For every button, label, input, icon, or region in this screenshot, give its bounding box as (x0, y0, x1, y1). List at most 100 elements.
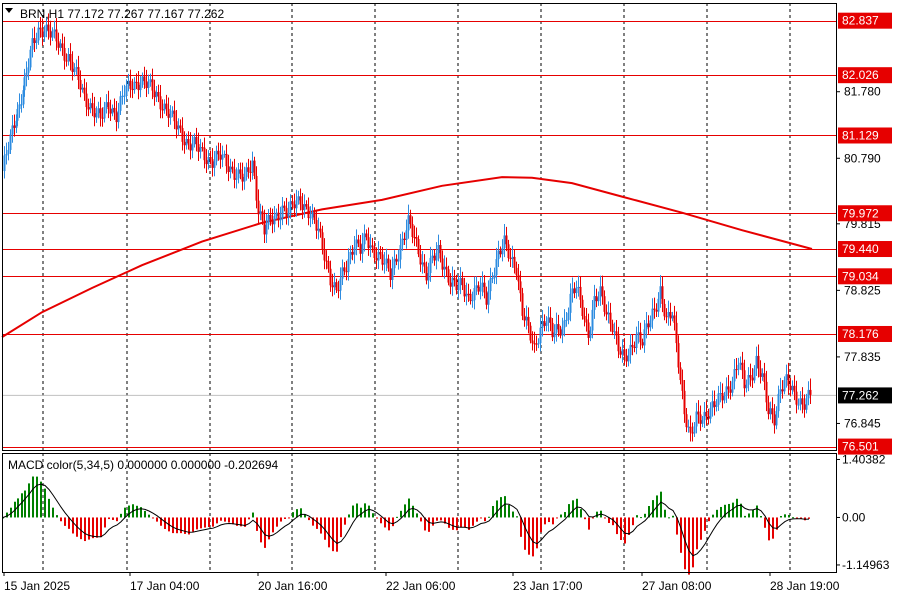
candle-body (755, 355, 758, 369)
candle-body (175, 121, 178, 130)
macd-bar (312, 517, 314, 526)
macd-label: MACD color(5,34,5) 0.000000 0.000000 -0.… (8, 458, 279, 472)
candle-body (537, 343, 540, 345)
macd-bar (88, 517, 90, 540)
macd-bar (704, 517, 706, 531)
macd-bar (280, 517, 282, 522)
candle-body (467, 293, 470, 295)
macd-bar (120, 513, 122, 518)
candle-body (431, 255, 434, 258)
x-tick-label: 15 Jan 2025 (4, 579, 70, 593)
macd-bar (552, 517, 554, 525)
macd-bar (684, 517, 686, 570)
macd-bar (21, 493, 23, 518)
macd-bar (228, 517, 230, 523)
macd-bar (536, 517, 538, 549)
macd-bar (408, 498, 410, 518)
candle-body (297, 196, 300, 201)
macd-bar (604, 517, 606, 519)
macd-bar (520, 517, 522, 537)
candle-body (735, 369, 738, 371)
y-tick-label: 76.845 (844, 416, 881, 430)
candle-body (645, 323, 648, 330)
candle-body (625, 355, 628, 362)
candle-body (241, 173, 244, 182)
candle-body (289, 201, 292, 213)
candle-body (697, 411, 700, 415)
candle-body (791, 385, 794, 391)
candle-body (63, 47, 66, 61)
macd-bar (504, 496, 506, 518)
candle-body (463, 284, 466, 297)
candle-body (371, 245, 374, 247)
candle-body (359, 243, 362, 254)
candle-body (235, 178, 238, 180)
level-price-label: 79.440 (842, 242, 879, 256)
candle-body (651, 308, 654, 321)
candle-body (57, 41, 60, 48)
main-frame (2, 3, 837, 451)
candle-body (257, 200, 260, 215)
macd-bar (144, 510, 146, 518)
macd-bar (420, 517, 422, 522)
macd-bar (200, 517, 202, 529)
candle-body (69, 54, 72, 62)
candle-body (617, 335, 620, 352)
candle-body (471, 300, 474, 302)
candle-body (561, 327, 564, 336)
macd-bar (692, 517, 694, 568)
candle-body (647, 323, 650, 328)
macd-bar (652, 500, 654, 518)
candle-body (325, 260, 328, 262)
candle-body (623, 349, 626, 356)
candle-body (207, 156, 210, 165)
candle-body (381, 254, 384, 265)
macd-bar (264, 517, 266, 548)
x-tick-label: 20 Jan 16:00 (258, 579, 328, 593)
candle-body (727, 386, 730, 390)
candle-body (441, 258, 444, 270)
macd-bar (396, 516, 398, 518)
macd-bar (700, 517, 702, 540)
candle-body (18, 104, 21, 109)
candle-body (641, 342, 644, 346)
candle-body (461, 278, 464, 285)
candle-body (59, 43, 62, 48)
candle-body (27, 67, 30, 73)
candle-body (603, 296, 606, 312)
macd-bar (728, 503, 730, 518)
macd-bar (808, 517, 810, 519)
candle-body (789, 385, 792, 391)
candle-body (393, 258, 396, 269)
collapse-triangle-icon[interactable] (5, 8, 13, 13)
candle-body (231, 166, 234, 170)
candle-body (167, 108, 170, 118)
candle-body (539, 327, 542, 344)
candle-body (149, 79, 152, 83)
macd-bar (52, 507, 54, 518)
candle-body (139, 84, 142, 91)
candle-body (299, 196, 302, 205)
symbol-ohlc-label: BRN,H1 77.172 77.267 77.167 77.262 (20, 7, 224, 21)
macd-bar (780, 516, 782, 518)
candle-body (779, 389, 782, 394)
candle-body (705, 411, 708, 417)
candle-body (125, 85, 128, 96)
candle-body (801, 398, 804, 405)
macd-bar (328, 517, 330, 548)
candle-body (201, 147, 204, 149)
candle-body (16, 108, 19, 121)
candle-body (513, 256, 516, 268)
macd-bar (6, 512, 8, 518)
candle-body (353, 247, 356, 255)
candle-body (259, 211, 262, 215)
macd-bar (188, 517, 190, 535)
candle-body (95, 113, 98, 118)
candle-body (345, 271, 348, 273)
candle-body (657, 298, 660, 312)
candle-body (343, 267, 346, 272)
macd-bar (152, 517, 154, 519)
candle-body (131, 88, 134, 91)
macd-bar (696, 517, 698, 550)
